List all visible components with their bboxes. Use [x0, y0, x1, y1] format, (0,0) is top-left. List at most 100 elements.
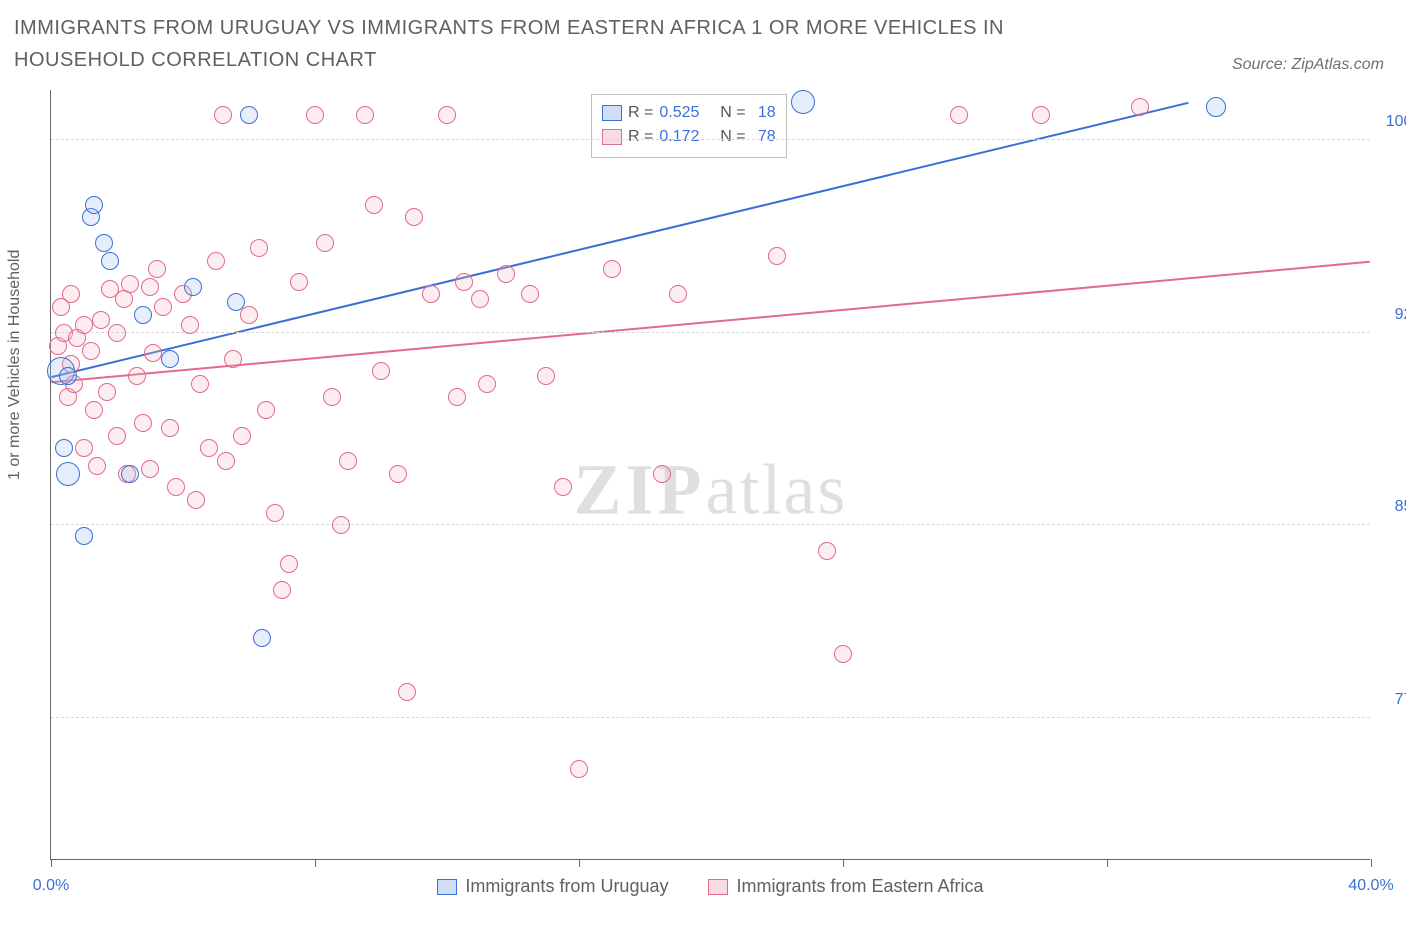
data-point-eafrica: [1032, 106, 1050, 124]
data-point-eafrica: [224, 350, 242, 368]
data-point-uruguay: [75, 527, 93, 545]
data-point-uruguay: [101, 252, 119, 270]
n-value-uruguay: 18: [752, 101, 776, 125]
gridline-h: [51, 524, 1370, 525]
data-point-uruguay: [59, 367, 77, 385]
data-point-eafrica: [108, 427, 126, 445]
data-point-eafrica: [554, 478, 572, 496]
data-point-eafrica: [75, 316, 93, 334]
data-point-eafrica: [323, 388, 341, 406]
data-point-eafrica: [141, 278, 159, 296]
data-point-eafrica: [455, 273, 473, 291]
data-point-uruguay: [791, 90, 815, 114]
data-point-eafrica: [438, 106, 456, 124]
data-point-uruguay: [227, 293, 245, 311]
data-point-eafrica: [316, 234, 334, 252]
data-point-eafrica: [478, 375, 496, 393]
data-point-eafrica: [167, 478, 185, 496]
watermark: ZIPatlas: [574, 448, 848, 531]
data-point-eafrica: [154, 298, 172, 316]
gridline-h: [51, 717, 1370, 718]
data-point-eafrica: [365, 196, 383, 214]
y-tick-label: 100.0%: [1380, 113, 1406, 131]
chart-title: IMMIGRANTS FROM URUGUAY VS IMMIGRANTS FR…: [14, 12, 1106, 76]
data-point-eafrica: [217, 452, 235, 470]
data-point-eafrica: [537, 367, 555, 385]
data-point-eafrica: [214, 106, 232, 124]
r-label: R =: [628, 125, 653, 149]
data-point-eafrica: [181, 316, 199, 334]
data-point-eafrica: [144, 344, 162, 362]
data-point-eafrica: [332, 516, 350, 534]
stats-legend: R = 0.525 N = 18 R = 0.172 N = 78: [591, 94, 787, 158]
y-tick-label: 92.5%: [1380, 306, 1406, 324]
data-point-eafrica: [266, 504, 284, 522]
data-point-eafrica: [257, 401, 275, 419]
r-value-eafrica: 0.172: [659, 125, 699, 149]
data-point-eafrica: [108, 324, 126, 342]
data-point-eafrica: [128, 367, 146, 385]
data-point-eafrica: [85, 401, 103, 419]
y-tick-label: 77.5%: [1380, 691, 1406, 709]
data-point-eafrica: [653, 465, 671, 483]
data-point-uruguay: [55, 439, 73, 457]
data-point-eafrica: [101, 280, 119, 298]
legend-item-uruguay: Immigrants from Uruguay: [437, 876, 668, 897]
data-point-eafrica: [950, 106, 968, 124]
data-point-uruguay: [134, 306, 152, 324]
data-point-eafrica: [148, 260, 166, 278]
data-point-eafrica: [448, 388, 466, 406]
legend-label-uruguay: Immigrants from Uruguay: [465, 876, 668, 897]
data-point-uruguay: [85, 196, 103, 214]
x-tick: [315, 859, 316, 867]
r-value-uruguay: 0.525: [659, 101, 699, 125]
data-point-eafrica: [88, 457, 106, 475]
data-point-eafrica: [75, 439, 93, 457]
data-point-eafrica: [521, 285, 539, 303]
data-point-eafrica: [187, 491, 205, 509]
data-point-eafrica: [603, 260, 621, 278]
data-point-eafrica: [233, 427, 251, 445]
scatter-plot: ZIPatlas R = 0.525 N = 18 R = 0.172 N = …: [50, 90, 1370, 860]
y-tick-label: 85.0%: [1380, 498, 1406, 516]
data-point-eafrica: [290, 273, 308, 291]
data-point-eafrica: [834, 645, 852, 663]
n-label: N =: [720, 125, 745, 149]
legend-label-eafrica: Immigrants from Eastern Africa: [736, 876, 983, 897]
data-point-eafrica: [356, 106, 374, 124]
data-point-eafrica: [207, 252, 225, 270]
data-point-eafrica: [92, 311, 110, 329]
data-point-eafrica: [273, 581, 291, 599]
x-tick-label: 0.0%: [33, 877, 69, 895]
data-point-eafrica: [62, 285, 80, 303]
data-point-eafrica: [669, 285, 687, 303]
trend-lines: [51, 90, 1370, 859]
data-point-eafrica: [82, 342, 100, 360]
data-point-eafrica: [161, 419, 179, 437]
swatch-eafrica: [708, 879, 728, 895]
watermark-light: atlas: [706, 449, 848, 529]
n-label: N =: [720, 101, 745, 125]
data-point-eafrica: [389, 465, 407, 483]
r-label: R =: [628, 101, 653, 125]
data-point-eafrica: [306, 106, 324, 124]
source-label: Source: ZipAtlas.com: [1232, 56, 1384, 74]
x-tick: [51, 859, 52, 867]
gridline-h: [51, 332, 1370, 333]
gridline-h: [51, 139, 1370, 140]
data-point-eafrica: [471, 290, 489, 308]
stats-row-eafrica: R = 0.172 N = 78: [602, 125, 776, 149]
data-point-eafrica: [405, 208, 423, 226]
data-point-eafrica: [191, 375, 209, 393]
x-tick: [579, 859, 580, 867]
data-point-eafrica: [497, 265, 515, 283]
x-tick: [1107, 859, 1108, 867]
swatch-uruguay: [437, 879, 457, 895]
x-tick: [843, 859, 844, 867]
x-tick: [1371, 859, 1372, 867]
data-point-uruguay: [184, 278, 202, 296]
data-point-eafrica: [98, 383, 116, 401]
data-point-eafrica: [250, 239, 268, 257]
data-point-uruguay: [95, 234, 113, 252]
data-point-uruguay: [1206, 97, 1226, 117]
